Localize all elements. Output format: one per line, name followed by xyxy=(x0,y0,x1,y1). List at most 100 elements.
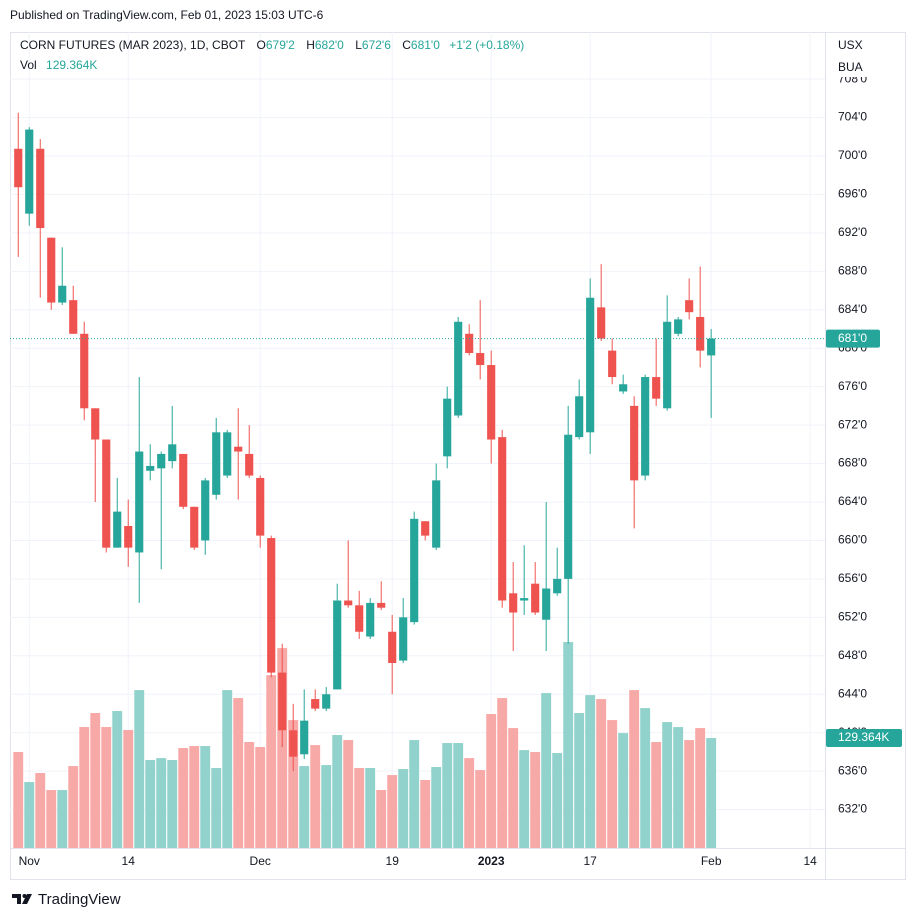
volume-bar xyxy=(310,745,321,848)
volume-bar xyxy=(90,713,101,848)
y-tick-label: 692'0 xyxy=(838,225,867,239)
y-tick-label: 684'0 xyxy=(838,302,867,316)
candle-body xyxy=(311,699,320,709)
candle-body xyxy=(179,453,188,507)
header-title: Published on TradingView.com, Feb 01, 20… xyxy=(10,8,324,22)
candle-body xyxy=(124,526,133,548)
volume-bar xyxy=(607,720,618,848)
candle-body xyxy=(696,316,705,351)
candle-body xyxy=(333,600,342,690)
volume-bar xyxy=(530,752,541,848)
legend-key: O xyxy=(257,38,266,52)
volume-bar xyxy=(420,780,431,848)
volume-bar xyxy=(475,770,486,848)
volume-bar xyxy=(13,752,24,848)
candle-body xyxy=(157,453,166,469)
candle-body xyxy=(146,465,155,471)
volume-bar xyxy=(519,750,530,848)
candle-body xyxy=(47,237,56,303)
volume-bar xyxy=(497,698,508,848)
candle-body xyxy=(36,148,45,229)
candle-body xyxy=(608,350,617,378)
legend-value: 681'0 xyxy=(411,38,440,52)
x-tick-label: 2023 xyxy=(478,854,505,868)
volume-bar xyxy=(376,790,387,848)
volume-bar xyxy=(706,738,717,848)
y-unit: BUA xyxy=(838,60,863,74)
x-tick-label: 14 xyxy=(803,854,817,868)
volume-badge-label: 129.364K xyxy=(838,730,889,744)
y-tick-label: 656'0 xyxy=(838,571,867,585)
volume-badge xyxy=(826,729,902,748)
candle-body xyxy=(344,600,353,606)
candle-body xyxy=(201,480,210,541)
candle-body xyxy=(476,353,485,366)
volume-bar xyxy=(365,768,376,848)
volume-bar xyxy=(79,727,90,848)
y-tick-label: 636'0 xyxy=(838,763,867,777)
volume-bar xyxy=(189,746,200,848)
candle-body xyxy=(575,396,584,438)
y-tick-label: 672'0 xyxy=(838,417,867,431)
volume-bar xyxy=(134,690,145,848)
axis-header-bg xyxy=(826,33,904,77)
candle-body xyxy=(641,377,650,476)
volume-bar xyxy=(354,768,365,848)
candle-body xyxy=(289,730,298,757)
candle-body xyxy=(267,538,276,673)
volume-bar xyxy=(651,742,662,848)
volume-bar xyxy=(112,711,123,848)
y-tick-label: 632'0 xyxy=(838,802,867,816)
candle-body xyxy=(245,453,254,476)
price-badge-label: 681'0 xyxy=(838,331,867,345)
volume-bar xyxy=(387,775,398,848)
candle-body xyxy=(14,148,23,188)
x-tick-label: 19 xyxy=(386,854,400,868)
volume-bar xyxy=(277,648,288,848)
candle-body xyxy=(520,598,529,601)
volume-bar xyxy=(167,760,178,848)
candle-body xyxy=(234,446,243,452)
volume-bar xyxy=(453,743,464,848)
footer-brand: TradingView xyxy=(38,891,121,908)
x-tick-label: Dec xyxy=(250,854,271,868)
y-tick-label: 704'0 xyxy=(838,110,867,124)
candle-body xyxy=(674,319,683,334)
candle-body xyxy=(300,720,309,755)
candle-body xyxy=(586,297,595,433)
volume-bar xyxy=(255,747,266,848)
candle-body xyxy=(168,444,177,462)
candle-body xyxy=(58,285,67,303)
legend: CORN FUTURES (MAR 2023), 1D, CBOT O679'2… xyxy=(20,38,524,52)
y-tick-label: 660'0 xyxy=(838,533,867,547)
legend-value: 682'0 xyxy=(315,38,344,52)
volume-bar xyxy=(321,765,332,848)
volume-bar xyxy=(288,720,299,848)
volume-bar xyxy=(684,740,695,848)
legend-value: 129.364K xyxy=(46,58,97,72)
candle-body xyxy=(223,432,232,476)
x-tick-label: Nov xyxy=(19,854,40,868)
candle-body xyxy=(564,434,573,579)
candle-body xyxy=(135,451,144,553)
candle-body xyxy=(322,694,331,709)
legend-key: Vol xyxy=(20,58,37,72)
candle-body xyxy=(25,129,34,214)
volume-bar xyxy=(596,699,607,848)
volume-bar xyxy=(24,782,35,848)
y-tick-label: 696'0 xyxy=(838,187,867,201)
volume-bar xyxy=(442,743,453,848)
candle-body xyxy=(454,321,463,416)
candle-body xyxy=(531,583,540,613)
legend-change: +1'2 (+0.18%) xyxy=(449,38,524,52)
candle-body xyxy=(542,588,551,620)
volume-bar xyxy=(640,708,651,848)
candle-body xyxy=(421,521,430,536)
y-tick-label: 648'0 xyxy=(838,648,867,662)
volume-bar xyxy=(541,693,552,848)
volume-bar xyxy=(299,766,310,848)
candle-body xyxy=(498,437,507,601)
series xyxy=(13,112,717,848)
volume-bar xyxy=(332,735,343,848)
